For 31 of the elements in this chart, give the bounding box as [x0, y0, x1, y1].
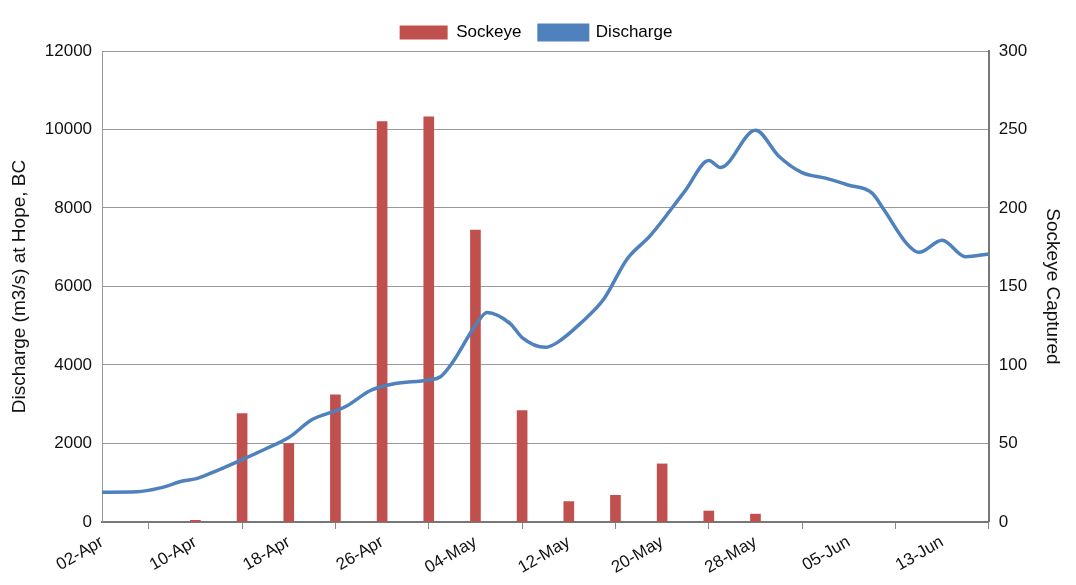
y-tick-label: 0	[82, 511, 93, 531]
y-tick-label: 6000	[54, 276, 93, 296]
y2-tick-label: 200	[998, 197, 1028, 217]
y2-tick-label: 50	[998, 433, 1018, 453]
line-series	[102, 128, 989, 494]
bar	[470, 229, 481, 522]
y2-axis-title: Sockeye Captured	[1043, 208, 1065, 365]
bar	[703, 510, 715, 522]
bar	[376, 121, 388, 522]
bar	[750, 513, 761, 522]
bar	[283, 443, 295, 522]
y-axis-title: Discharge (m3/s) at Hope, BC	[7, 159, 29, 414]
bar	[610, 494, 621, 522]
bar	[330, 394, 341, 522]
y2-tick-label: 250	[998, 119, 1028, 139]
legend-label: Sockeye	[456, 22, 522, 42]
y-tick-label: 12000	[44, 40, 93, 60]
bar	[516, 410, 528, 522]
bar	[236, 413, 248, 522]
y2-tick-label: 300	[998, 40, 1028, 60]
y-tick-label: 4000	[54, 354, 93, 374]
bar	[423, 116, 435, 522]
y2-tick-label: 150	[998, 276, 1028, 296]
y2-tick-label: 0	[998, 511, 1009, 531]
bar	[656, 463, 668, 522]
y-tick-label: 2000	[54, 433, 93, 453]
y-tick-label: 8000	[54, 197, 93, 217]
legend-label: Discharge	[595, 22, 673, 42]
y-tick-label: 10000	[44, 119, 93, 139]
bar	[563, 501, 575, 522]
y2-tick-label: 100	[998, 354, 1028, 374]
